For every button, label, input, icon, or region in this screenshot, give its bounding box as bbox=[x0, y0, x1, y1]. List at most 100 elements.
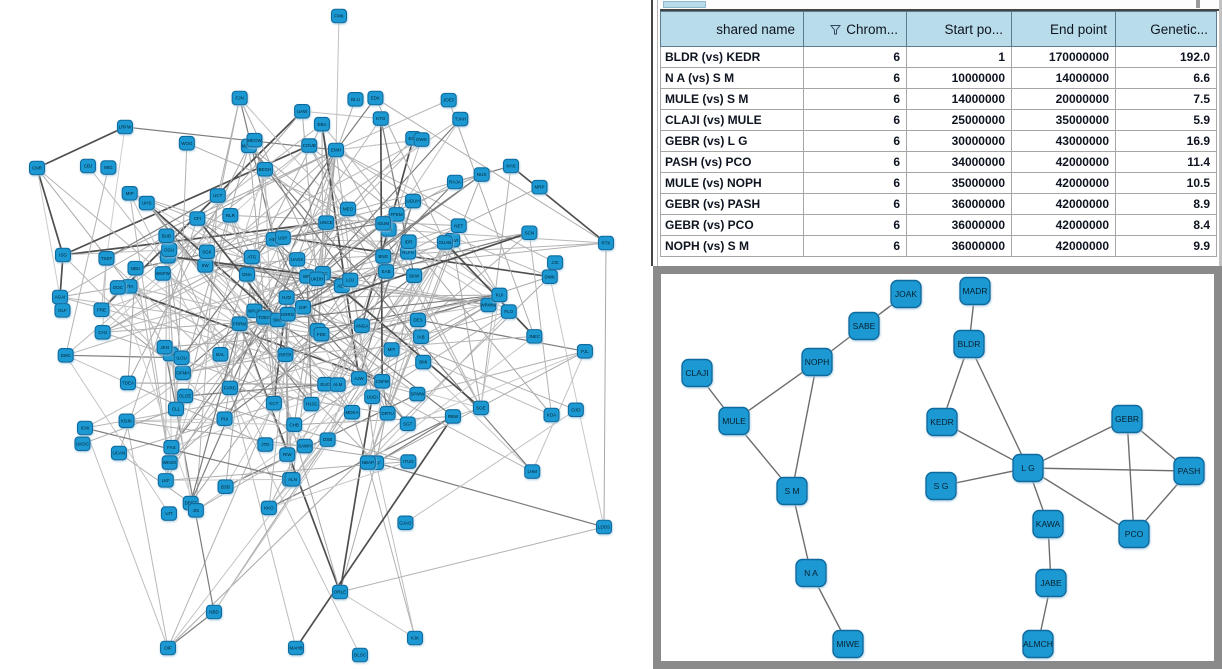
network-node[interactable]: SAWH bbox=[296, 438, 313, 454]
network-edge[interactable] bbox=[117, 287, 197, 511]
network-edge[interactable] bbox=[167, 611, 215, 649]
network-edge[interactable] bbox=[549, 276, 605, 528]
network-edge[interactable] bbox=[181, 214, 397, 359]
column-header-start-po-[interactable]: Start po... bbox=[906, 11, 1012, 47]
network-node[interactable]: KCT bbox=[265, 395, 282, 411]
network-node-KEDR[interactable]: KEDR bbox=[926, 407, 958, 437]
network-edge[interactable] bbox=[165, 169, 266, 481]
network-node[interactable]: MDKA bbox=[343, 404, 361, 420]
network-edge[interactable] bbox=[162, 110, 303, 274]
network-edge[interactable] bbox=[213, 349, 392, 613]
network-node-MIWE[interactable]: MIWE bbox=[832, 629, 864, 659]
table-row[interactable]: GEBR (vs) PASH 6 36000000 42000000 8.9 bbox=[660, 193, 1217, 215]
network-node[interactable]: UAGK bbox=[289, 252, 306, 267]
table-row[interactable]: BLDR (vs) KEDR 6 1 170000000 192.0 bbox=[660, 46, 1217, 68]
network-node[interactable]: UGUH bbox=[404, 193, 422, 209]
network-node-SABE[interactable]: SABE bbox=[848, 311, 880, 341]
cell-value[interactable]: 42000000 bbox=[1011, 235, 1116, 257]
network-edge[interactable] bbox=[273, 222, 384, 240]
cell-value[interactable]: 35000000 bbox=[906, 172, 1012, 194]
network-node-LG[interactable]: L G bbox=[1012, 453, 1044, 483]
network-node[interactable]: BNG bbox=[375, 249, 392, 264]
network-edge[interactable] bbox=[308, 145, 384, 257]
network-node[interactable]: IIW bbox=[197, 258, 214, 273]
network-edge[interactable] bbox=[59, 286, 118, 298]
network-node[interactable]: OLF bbox=[54, 303, 71, 318]
network-node-MADR[interactable]: MADR bbox=[959, 276, 991, 306]
network-edge[interactable] bbox=[62, 221, 327, 256]
network-node[interactable]: CHJ bbox=[94, 325, 111, 340]
network-edge[interactable] bbox=[417, 350, 586, 395]
network-edge[interactable] bbox=[293, 149, 337, 425]
network-edge[interactable] bbox=[339, 462, 377, 593]
network-edge[interactable] bbox=[367, 242, 446, 463]
network-edge[interactable] bbox=[295, 415, 454, 649]
network-edge-LG-PCO[interactable] bbox=[1027, 467, 1135, 535]
cell-shared-name[interactable]: GEBR (vs) PCO bbox=[660, 214, 804, 236]
network-node[interactable]: OGU bbox=[161, 242, 178, 258]
network-edge[interactable] bbox=[292, 239, 453, 480]
network-edge[interactable] bbox=[322, 272, 482, 409]
network-edge[interactable] bbox=[308, 145, 500, 296]
network-edge[interactable] bbox=[175, 313, 289, 410]
network-edge[interactable] bbox=[62, 254, 225, 420]
cell-value[interactable]: 35000000 bbox=[1011, 109, 1116, 131]
network-node[interactable]: CNR bbox=[28, 160, 46, 176]
network-node[interactable]: DWS bbox=[413, 132, 430, 147]
cell-value[interactable]: 25000000 bbox=[906, 109, 1012, 131]
network-edge[interactable] bbox=[126, 420, 295, 426]
cell-shared-name[interactable]: GEBR (vs) L G bbox=[660, 130, 804, 152]
network-node[interactable]: NUS bbox=[473, 167, 490, 182]
network-node-MULE[interactable]: MULE bbox=[718, 406, 750, 436]
network-edge[interactable] bbox=[480, 294, 500, 409]
cell-value[interactable]: 34000000 bbox=[906, 151, 1012, 173]
network-edge[interactable] bbox=[294, 415, 453, 426]
cell-value[interactable]: 20000000 bbox=[1011, 88, 1116, 110]
table-row[interactable]: N A (vs) S M 6 10000000 14000000 6.6 bbox=[660, 67, 1217, 89]
network-node[interactable]: WOG bbox=[178, 135, 195, 151]
network-node[interactable]: WKSG bbox=[161, 455, 178, 470]
network-edge[interactable] bbox=[371, 311, 510, 398]
network-node[interactable]: NBD bbox=[205, 604, 223, 620]
network-edge[interactable] bbox=[388, 228, 607, 244]
cell-value[interactable]: 6 bbox=[803, 151, 907, 173]
network-node[interactable]: DSB bbox=[319, 432, 336, 447]
network-edge[interactable] bbox=[229, 387, 297, 649]
network-node[interactable]: NBU bbox=[127, 260, 144, 276]
network-node[interactable]: CLL bbox=[167, 401, 185, 417]
cell-value[interactable]: 36000000 bbox=[906, 235, 1012, 257]
network-node[interactable]: EBA bbox=[313, 116, 330, 132]
network-edge[interactable] bbox=[196, 218, 454, 417]
network-edge[interactable] bbox=[306, 276, 313, 405]
network-node-PASH[interactable]: PASH bbox=[1173, 456, 1205, 486]
network-edge[interactable] bbox=[282, 236, 550, 278]
network-node[interactable]: IDR bbox=[400, 234, 417, 249]
table-row[interactable]: MULE (vs) S M 6 14000000 20000000 7.5 bbox=[660, 88, 1217, 110]
cell-value[interactable]: 42000000 bbox=[1011, 151, 1116, 173]
network-node[interactable]: KJK bbox=[406, 630, 424, 646]
network-node[interactable]: DRTU bbox=[379, 406, 396, 421]
network-edge[interactable] bbox=[146, 202, 240, 325]
cell-value[interactable]: 6 bbox=[803, 46, 907, 68]
network-edge[interactable] bbox=[293, 239, 453, 426]
network-node[interactable]: DWK bbox=[541, 269, 558, 284]
network-node[interactable]: KUI bbox=[491, 287, 508, 303]
network-node-GEBR[interactable]: GEBR bbox=[1111, 404, 1143, 434]
network-edge[interactable] bbox=[217, 97, 241, 196]
network-edge[interactable] bbox=[528, 232, 553, 416]
network-edge[interactable] bbox=[118, 452, 191, 504]
network-edge[interactable] bbox=[217, 195, 312, 405]
network-edge[interactable] bbox=[127, 145, 250, 384]
table-row[interactable]: MULE (vs) NOPH 6 35000000 42000000 10.5 bbox=[660, 172, 1217, 194]
network-node[interactable]: AGAI bbox=[51, 289, 69, 305]
network-edge[interactable] bbox=[361, 325, 577, 411]
network-edge[interactable] bbox=[282, 237, 384, 257]
network-edge[interactable] bbox=[285, 335, 535, 356]
network-node-SM[interactable]: S M bbox=[776, 476, 808, 506]
network-node[interactable]: FJN bbox=[231, 90, 248, 106]
cell-value[interactable]: 42000000 bbox=[1011, 172, 1116, 194]
cell-value[interactable]: 43000000 bbox=[1011, 130, 1116, 152]
network-edge[interactable] bbox=[321, 123, 397, 215]
cell-value[interactable]: 7.5 bbox=[1115, 88, 1217, 110]
